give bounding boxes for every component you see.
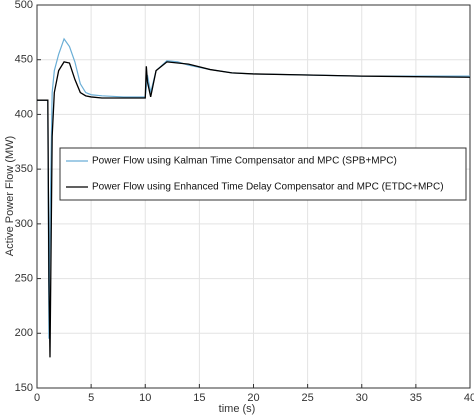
legend: Power Flow using Kalman Time Compensator… [59,147,467,201]
x-tick-label: 40 [464,392,474,404]
series-line [37,61,471,358]
y-axis-label: Active Power Flow (MW) [4,136,16,256]
x-tick-label: 35 [410,392,422,404]
x-tick-label: 10 [139,392,151,404]
x-tick-label: 30 [356,392,368,404]
y-tick-label: 500 [15,0,33,11]
x-tick-label: 20 [247,392,259,404]
y-tick-label: 350 [15,163,33,175]
y-tick-label: 200 [15,327,33,339]
plot-frame [36,4,471,389]
x-tick-label: 15 [193,392,205,404]
x-axis-label: time (s) [219,403,256,415]
y-tick-label: 150 [15,382,33,394]
x-tick-label: 5 [88,392,94,404]
y-tick-label: 400 [15,108,33,120]
y-tick-label: 250 [15,272,33,284]
legend-label: Power Flow using Enhanced Time Delay Com… [92,182,444,193]
y-tick-label: 300 [15,218,33,230]
x-tick-label: 0 [34,392,40,404]
x-tick-label: 25 [302,392,314,404]
legend-label: Power Flow using Kalman Time Compensator… [92,156,397,167]
legend-box [59,147,467,201]
y-tick-label: 450 [15,54,33,66]
